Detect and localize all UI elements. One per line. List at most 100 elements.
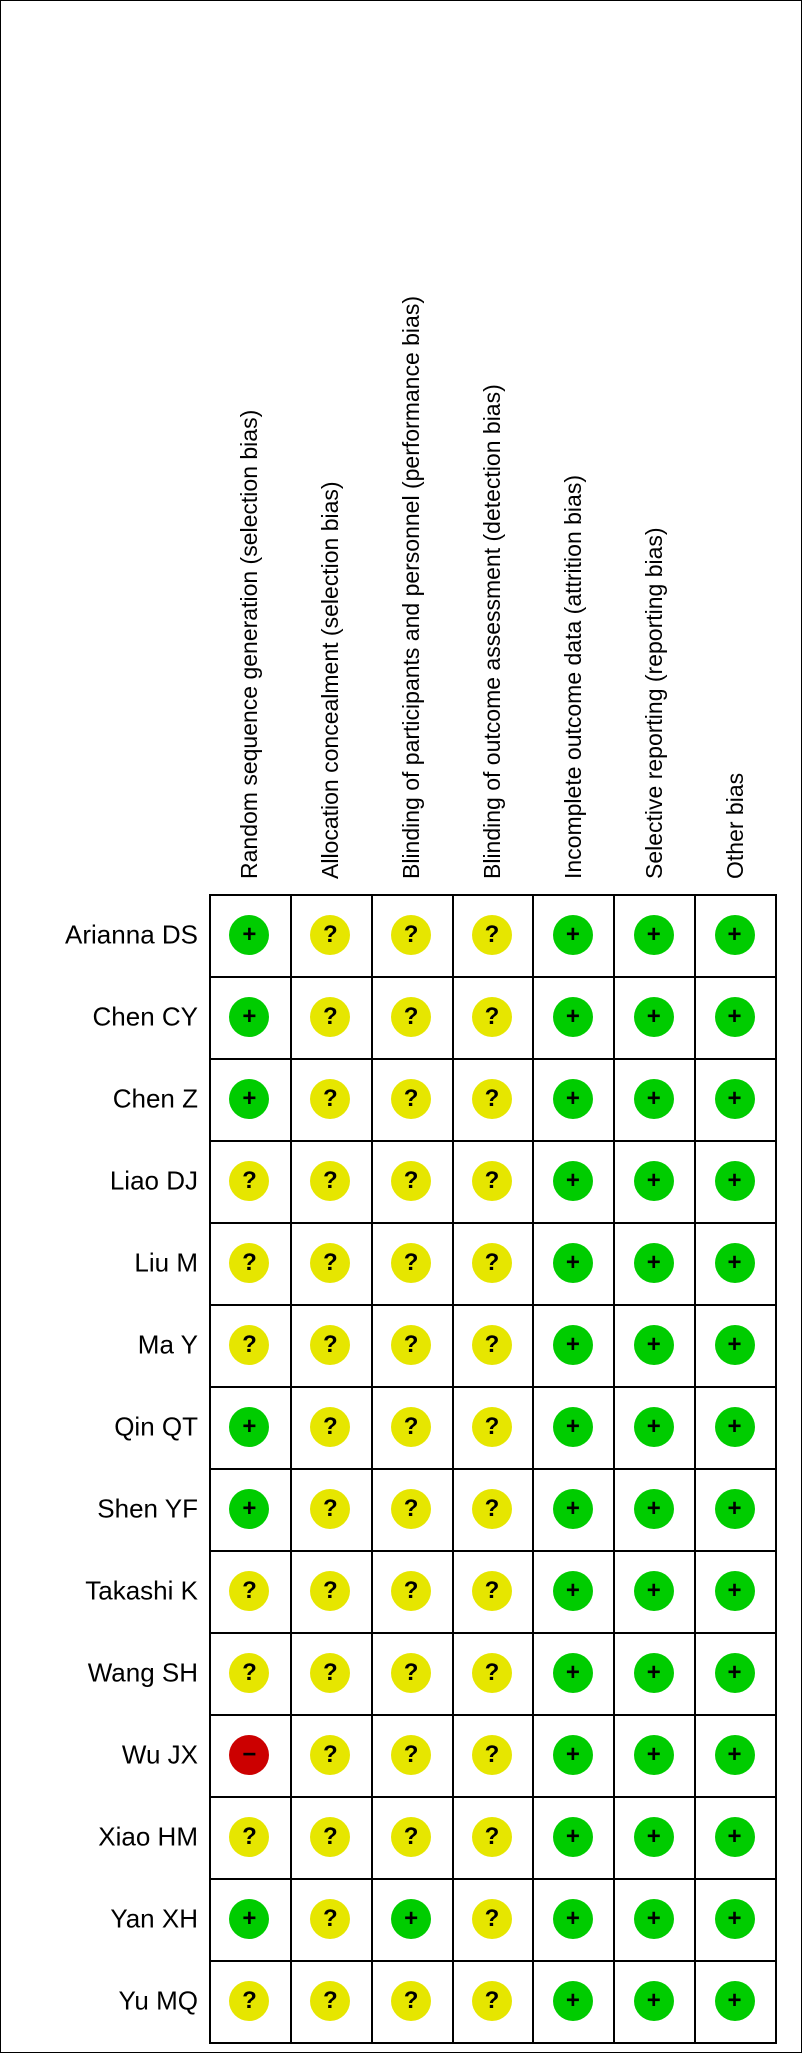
grid-cell — [289, 1058, 373, 1142]
grid-cell — [451, 1796, 535, 1880]
risk-low-marker: + — [714, 1571, 755, 1611]
risk-symbol: + — [727, 1495, 742, 1522]
grid-cell — [694, 1140, 777, 1224]
risk-symbol: + — [565, 1987, 580, 2014]
grid-cell — [209, 1140, 292, 1224]
risk-symbol: + — [565, 1331, 580, 1358]
risk-low-marker: + — [552, 915, 593, 955]
risk-symbol: ? — [484, 1413, 500, 1440]
risk-unclear-marker: ? — [391, 1407, 432, 1447]
risk-unclear-marker: ? — [391, 1735, 432, 1775]
grid-cell — [694, 1058, 777, 1142]
risk-symbol: + — [404, 1905, 419, 1932]
risk-symbol: ? — [242, 1659, 257, 1686]
risk-low-marker: + — [714, 1817, 755, 1857]
grid-cell — [370, 1714, 454, 1798]
risk-low-marker: + — [714, 997, 755, 1037]
grid-cell — [613, 1960, 697, 2044]
grid-cell — [532, 1796, 616, 1880]
risk-unclear-marker: ? — [472, 1817, 512, 1857]
risk-symbol: ? — [403, 1085, 419, 1112]
risk-symbol: ? — [242, 1249, 257, 1276]
risk-symbol: + — [565, 1167, 580, 1194]
risk-symbol: ? — [403, 1003, 419, 1030]
risk-symbol: + — [646, 1495, 661, 1522]
risk-symbol: ? — [322, 1659, 338, 1686]
risk-symbol: ? — [403, 1167, 419, 1194]
risk-unclear-marker: ? — [391, 1653, 432, 1693]
risk-symbol: + — [646, 1167, 661, 1194]
risk-symbol: + — [727, 1331, 742, 1358]
grid-cell — [694, 1632, 777, 1716]
risk-low-marker: + — [633, 1407, 674, 1447]
grid-cell — [289, 894, 373, 978]
risk-symbol: + — [646, 1249, 661, 1276]
risk-low-marker: + — [714, 1161, 755, 1201]
risk-symbol: + — [727, 1003, 742, 1030]
risk-symbol: + — [565, 1249, 580, 1276]
risk-symbol: ? — [322, 1823, 338, 1850]
risk-symbol: + — [242, 1003, 257, 1030]
risk-unclear-marker: ? — [391, 1161, 432, 1201]
risk-unclear-marker: ? — [472, 1407, 512, 1447]
risk-unclear-marker: ? — [391, 915, 432, 955]
risk-symbol: ? — [484, 1577, 500, 1604]
grid-cell — [613, 1304, 697, 1388]
risk-symbol: ? — [403, 1577, 419, 1604]
risk-low-marker: + — [633, 1079, 674, 1119]
risk-symbol: ? — [403, 1987, 419, 2014]
risk-unclear-marker: ? — [310, 1079, 351, 1119]
risk-symbol: + — [646, 1331, 661, 1358]
grid-cell — [613, 1140, 697, 1224]
risk-unclear-marker: ? — [310, 997, 351, 1037]
risk-unclear-marker: ? — [310, 1899, 351, 1939]
risk-unclear-marker: ? — [391, 1325, 432, 1365]
grid-cell — [613, 1796, 697, 1880]
risk-low-marker: + — [229, 1079, 270, 1119]
grid-cell — [694, 1878, 777, 1962]
grid-cell — [209, 894, 292, 978]
grid-cell — [370, 894, 454, 978]
risk-symbol: ? — [242, 1987, 257, 2014]
risk-symbol: ? — [322, 1085, 338, 1112]
grid-cell — [370, 1468, 454, 1552]
risk-unclear-marker: ? — [472, 915, 512, 955]
grid-cell — [289, 1796, 373, 1880]
row-label: Liao DJ — [109, 1165, 198, 1196]
risk-symbol: ? — [484, 1249, 500, 1276]
grid-cell — [451, 1878, 535, 1962]
risk-unclear-marker: ? — [391, 1571, 432, 1611]
row-label: Ma Y — [137, 1329, 198, 1360]
grid-cell — [289, 1304, 373, 1388]
risk-unclear-marker: ? — [310, 915, 351, 955]
grid-cell — [370, 1058, 454, 1142]
grid-cell — [370, 1140, 454, 1224]
grid-cell — [289, 976, 373, 1060]
grid-cell — [532, 1140, 616, 1224]
risk-unclear-marker: ? — [310, 1653, 351, 1693]
grid-cell — [370, 1304, 454, 1388]
risk-symbol: + — [565, 921, 580, 948]
grid-cell — [613, 1632, 697, 1716]
risk-symbol: ? — [484, 1987, 500, 2014]
risk-symbol: ? — [484, 1003, 500, 1030]
grid-cell — [694, 1550, 777, 1634]
risk-low-marker: + — [633, 1325, 674, 1365]
row-label: Qin QT — [114, 1411, 198, 1442]
risk-symbol: + — [242, 1085, 257, 1112]
risk-symbol: + — [727, 1577, 742, 1604]
risk-symbol: + — [242, 1905, 257, 1932]
risk-low-marker: + — [633, 1243, 674, 1283]
risk-symbol: + — [727, 1905, 742, 1932]
risk-symbol: + — [646, 1741, 661, 1768]
column-header: Allocation concealment (selection bias) — [317, 481, 344, 879]
risk-unclear-marker: ? — [472, 1243, 512, 1283]
risk-low-marker: + — [714, 1653, 755, 1693]
risk-unclear-marker: ? — [391, 1817, 432, 1857]
grid-cell — [613, 1468, 697, 1552]
risk-symbol: ? — [403, 1331, 419, 1358]
risk-unclear-marker: ? — [310, 1489, 351, 1529]
risk-unclear-marker: ? — [229, 1653, 270, 1693]
row-label: Yan XH — [110, 1903, 198, 1934]
risk-symbol: ? — [322, 1741, 338, 1768]
